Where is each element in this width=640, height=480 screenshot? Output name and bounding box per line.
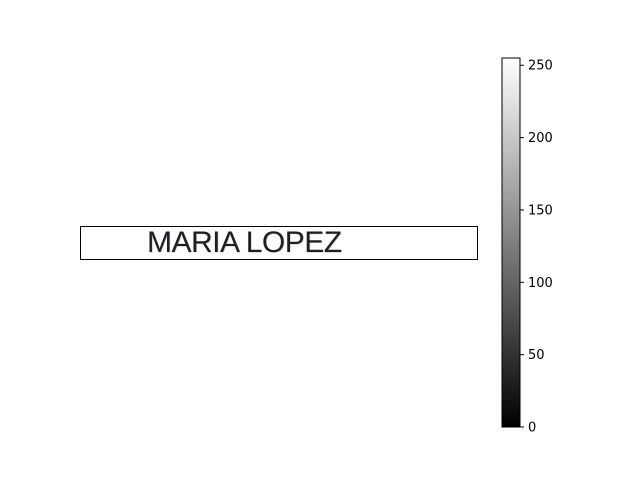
image-panel: MARIA LOPEZ [80, 226, 478, 260]
colorbar-ticks: 0 50 100 150 200 250 [520, 59, 553, 436]
image-text: MARIA LOPEZ [147, 226, 342, 259]
colorbar-tick-label: 100 [528, 276, 553, 291]
colorbar-tick-label: 0 [528, 421, 536, 436]
colorbar-tick-label: 150 [528, 203, 553, 218]
colorbar: 0 50 100 150 200 250 [501, 57, 553, 436]
colorbar-tick-label: 250 [528, 59, 553, 74]
colorbar-tick-label: 50 [528, 348, 545, 363]
colorbar-gradient [501, 57, 521, 428]
colorbar-tick-label: 200 [528, 131, 553, 146]
